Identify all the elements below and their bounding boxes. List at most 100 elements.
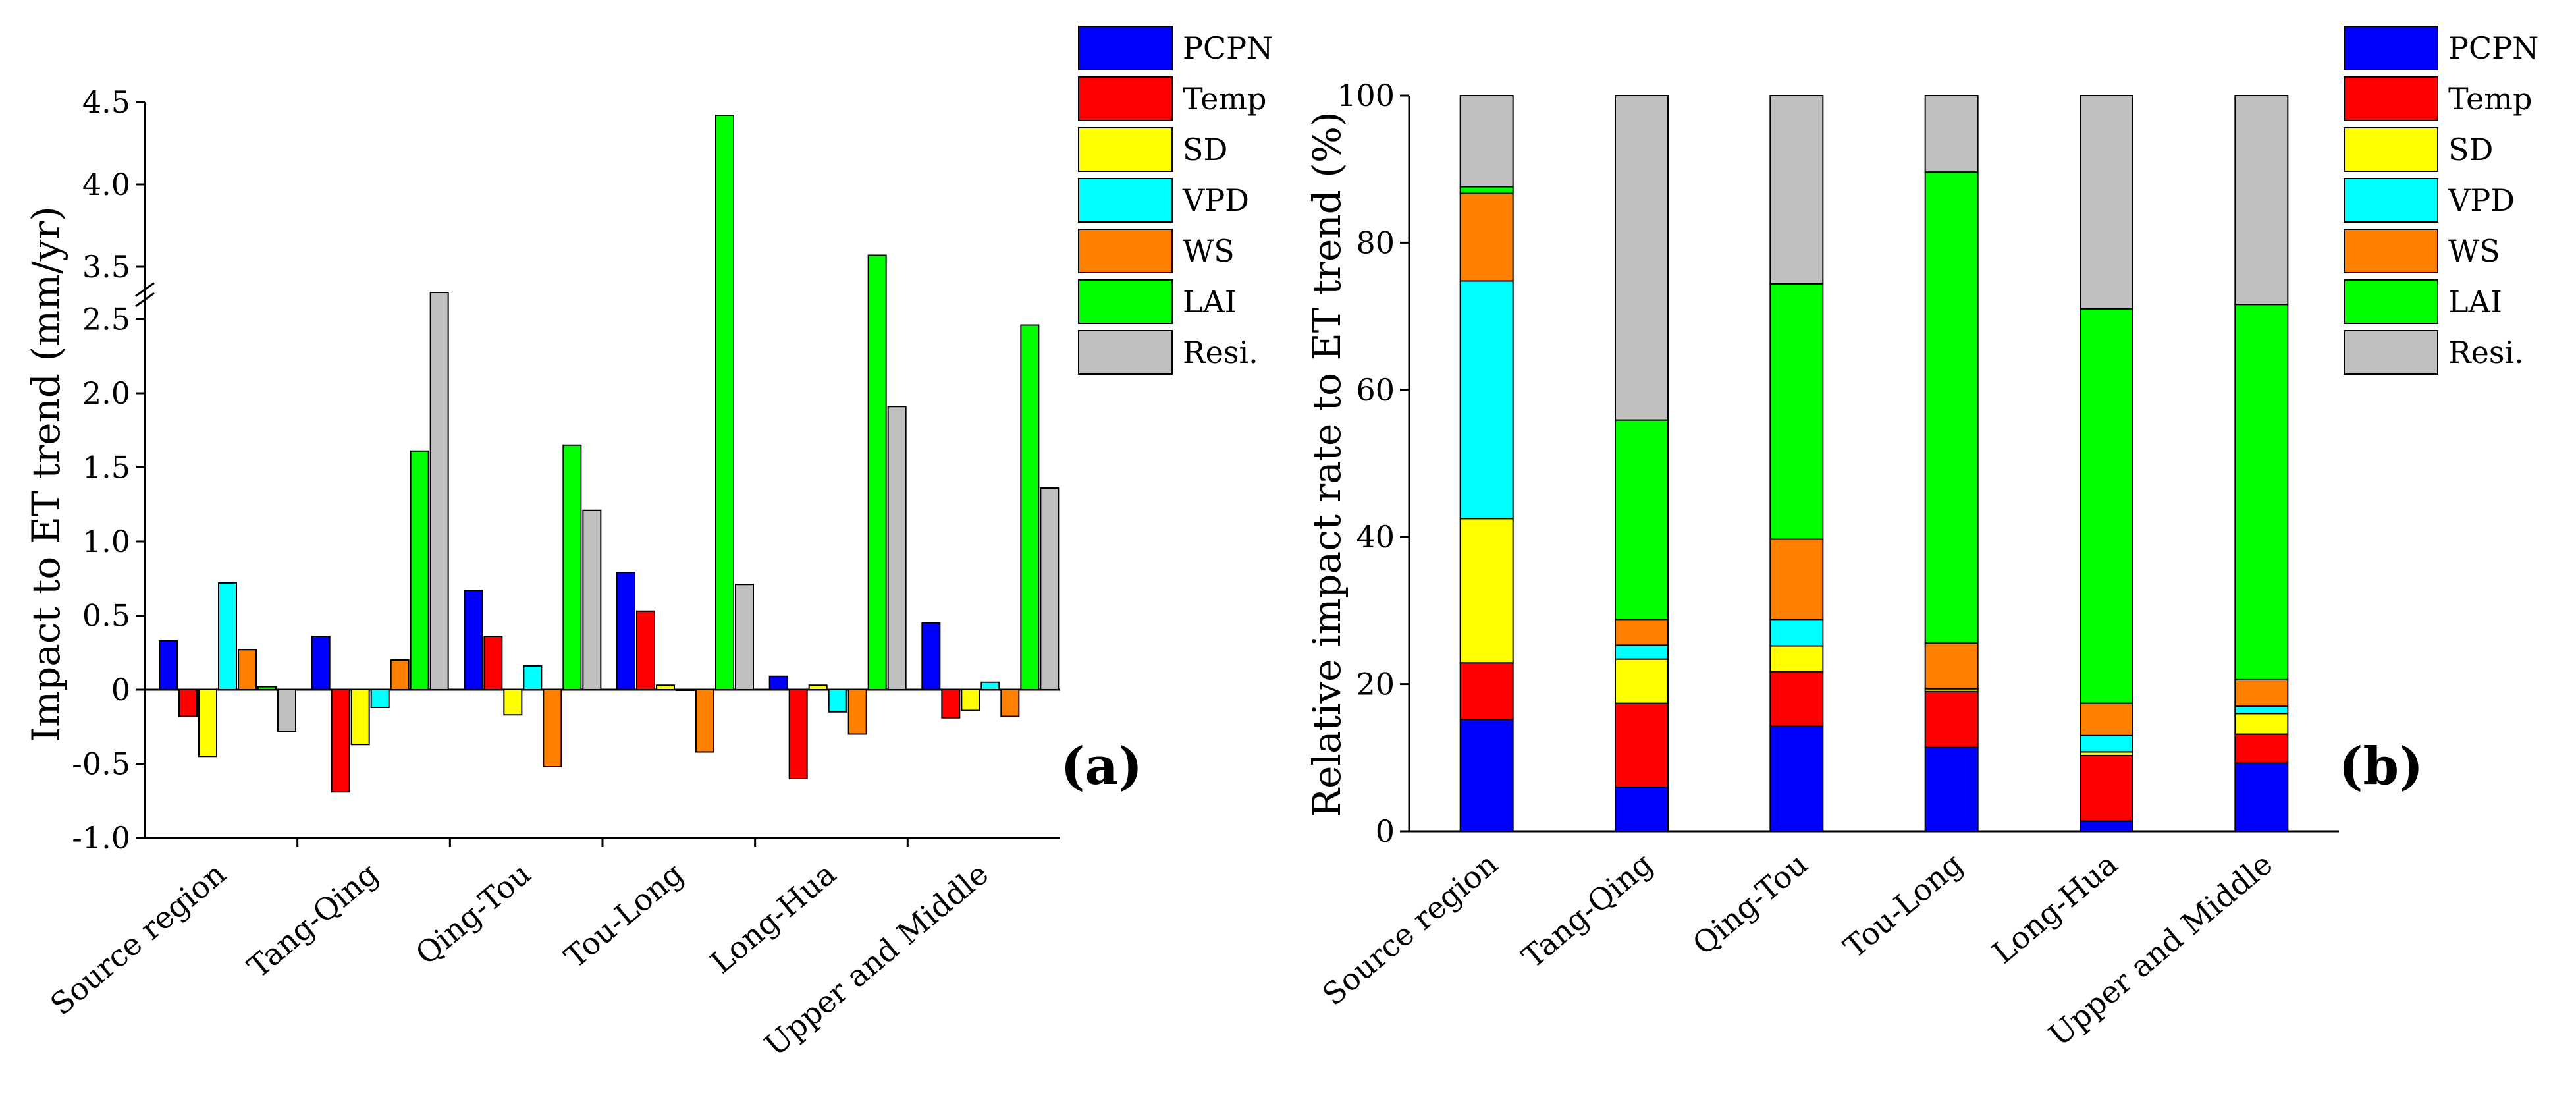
y-tick-label: 1.5	[82, 450, 130, 485]
legend-swatch-resi	[1078, 330, 1173, 375]
legend-swatch-vpd	[2344, 178, 2438, 223]
stack-ws-long-hua	[2080, 702, 2133, 736]
bar-sd-tou-long	[656, 684, 675, 690]
legend-swatch-sd	[1078, 127, 1173, 172]
stack-vpd-source-region	[1459, 280, 1514, 520]
legend-swatch-temp	[1078, 76, 1173, 121]
x-category-label: Qing-Tou	[409, 856, 537, 972]
y-tick-label: 40	[1356, 519, 1395, 555]
y-tick-label: 0	[1376, 814, 1395, 849]
bar-resi-source-region	[277, 689, 296, 732]
bar-sd-upper-and-middle	[961, 689, 980, 711]
axis-break-mark	[135, 292, 155, 308]
legend-label-vpd: VPD	[1182, 182, 1249, 218]
bar-vpd-qing-tou	[523, 665, 543, 690]
stack-pcpn-tang-qing	[1615, 786, 1669, 832]
panel-a-bar-chart: -1.0 -0.5 0 0.5 1.0 1.5 2.0 2.5 3.5 4.0 4.5 Impact …	[24, 26, 1273, 1063]
legend-label-resi: Resi.	[1183, 335, 1258, 370]
bar-temp-upper-and-middle	[941, 689, 961, 719]
bar-resi-tou-long	[735, 584, 754, 690]
bar-sd-long-hua	[808, 684, 828, 690]
bar-sd-source-region	[198, 689, 217, 758]
bar-pcpn-tou-long	[616, 572, 635, 690]
legend-swatch-lai	[2344, 279, 2438, 324]
y-tick-label: 60	[1356, 372, 1395, 408]
legend-swatch-temp	[2344, 76, 2438, 121]
bar-sd-tang-qing	[350, 689, 370, 746]
stack-resi-tang-qing	[1615, 95, 1669, 421]
stack-temp-source-region	[1459, 662, 1514, 721]
bar-temp-source-region	[178, 689, 198, 717]
stack-lai-source-region	[1459, 186, 1514, 194]
stack-pcpn-qing-tou	[1769, 725, 1824, 833]
bar-sd-qing-tou	[503, 689, 523, 716]
y-tick-label: 3.5	[82, 249, 130, 285]
stack-ws-qing-tou	[1769, 538, 1824, 621]
stack-vpd-upper-and-middle	[2234, 705, 2289, 715]
x-category-label: Long-Hua	[1985, 846, 2124, 970]
y-tick-label: 4.5	[82, 84, 130, 120]
x-category-label: Source region	[43, 856, 232, 1022]
stack-temp-qing-tou	[1769, 671, 1824, 727]
stack-resi-upper-and-middle	[2234, 95, 2289, 306]
bar-pcpn-upper-and-middle	[921, 622, 941, 690]
y-tick-label: 2.0	[82, 375, 130, 411]
x-category-label: Tou-Long	[1837, 846, 1970, 965]
y-tick-label: 1.0	[82, 524, 130, 559]
bar-pcpn-tang-qing	[311, 636, 331, 690]
legend-label-temp: Temp	[2448, 81, 2532, 117]
legend-label-ws: WS	[2448, 233, 2500, 269]
legend-label-vpd: VPD	[2448, 182, 2515, 218]
y-tick-label: 0	[111, 672, 130, 707]
legend-label-ws: WS	[1183, 233, 1235, 269]
axis-break-mark	[135, 282, 155, 297]
legend-swatch-pcpn	[2344, 26, 2438, 70]
stack-temp-tang-qing	[1615, 702, 1669, 788]
x-category-label: Source region	[1316, 846, 1505, 1012]
stack-resi-tou-long	[1924, 95, 1979, 173]
x-category-label: Tang-Qing	[1515, 846, 1659, 975]
legend-label-temp: Temp	[1183, 81, 1266, 117]
stack-sd-source-region	[1459, 518, 1514, 664]
x-category-label: Tang-Qing	[241, 856, 385, 985]
stack-ws-tou-long	[1924, 642, 1979, 690]
x-category-label: Long-Hua	[704, 856, 843, 980]
stack-resi-long-hua	[2080, 95, 2133, 310]
bar-resi-upper-and-middle	[1040, 487, 1060, 690]
stack-vpd-qing-tou	[1769, 619, 1824, 647]
y-tick-label: 4.0	[82, 167, 130, 202]
stack-ws-tang-qing	[1615, 619, 1669, 646]
stack-ws-upper-and-middle	[2234, 678, 2289, 707]
stack-lai-tou-long	[1924, 171, 1979, 644]
bar-pcpn-source-region	[159, 640, 178, 690]
bar-lai-upper-and-middle	[1020, 324, 1040, 690]
stack-lai-qing-tou	[1769, 283, 1824, 540]
stack-pcpn-upper-and-middle	[2234, 762, 2289, 833]
legend-label-sd: SD	[1183, 132, 1227, 167]
stack-vpd-long-hua	[2080, 734, 2133, 753]
legend-label-sd: SD	[2448, 132, 2493, 167]
bar-ws-qing-tou	[543, 689, 562, 767]
bar-ws-upper-and-middle	[1000, 689, 1020, 717]
stack-vpd-tang-qing	[1615, 644, 1669, 660]
y-tick-label: -0.5	[72, 746, 130, 782]
bar-temp-qing-tou	[483, 636, 503, 690]
y-axis-title: Impact to ET trend (mm/yr)	[24, 206, 68, 742]
stack-sd-upper-and-middle	[2234, 713, 2289, 735]
legend-label-lai: LAI	[2448, 284, 2502, 319]
legend-swatch-ws	[1078, 229, 1173, 273]
x-category-label: Qing-Tou	[1686, 846, 1814, 962]
bar-ws-tang-qing	[390, 659, 410, 690]
stack-sd-qing-tou	[1769, 645, 1824, 673]
bar-ws-long-hua	[847, 689, 867, 735]
bar-vpd-source-region	[218, 582, 237, 690]
y-tick-label: -1.0	[72, 820, 130, 856]
legend-label-resi: Resi.	[2448, 335, 2524, 370]
stack-resi-qing-tou	[1769, 95, 1824, 285]
panel-label-a: (a)	[1061, 736, 1142, 796]
bar-lai-source-region	[257, 686, 277, 690]
bar-vpd-long-hua	[828, 689, 847, 713]
panel-label-b: (b)	[2339, 736, 2423, 796]
bar-pcpn-long-hua	[768, 675, 788, 690]
stack-ws-source-region	[1459, 192, 1514, 282]
